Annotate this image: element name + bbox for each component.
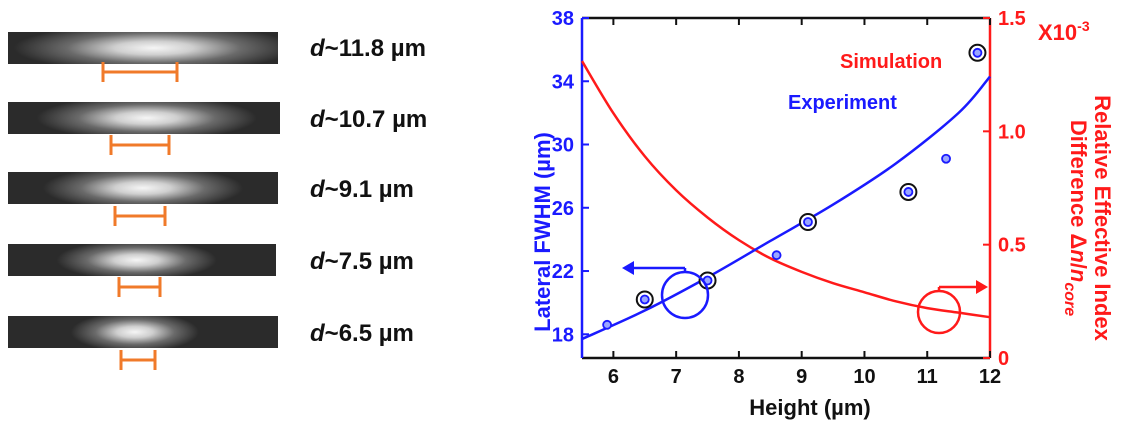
y-left-axis-label: Lateral FWHM (µm) (530, 132, 555, 332)
y-right-tick-label: 1.5 (998, 8, 1026, 30)
legend-experiment: Experiment (788, 92, 897, 114)
profile-label: d~11.8 µm (310, 35, 426, 62)
experiment-point (972, 47, 983, 58)
experiment-point (771, 250, 782, 261)
x-tick-label: 6 (608, 366, 619, 388)
y-left-tick-label: 38 (552, 8, 574, 30)
experiment-point (602, 319, 613, 330)
y-left-tick-label: 34 (552, 71, 575, 93)
mode-profile-image (8, 244, 276, 276)
x-tick-label: 8 (733, 366, 744, 388)
experiment-points (602, 43, 987, 330)
annotations (622, 261, 988, 335)
y-left-tick-label: 22 (552, 261, 574, 283)
x-tick-label: 10 (853, 366, 875, 388)
profile-label: d~6.5 µm (310, 320, 414, 347)
fwhm-bar (113, 206, 167, 226)
y-left-tick-label: 18 (552, 324, 574, 346)
y-right-axis-label-2: Difference Δn/ncore (1061, 120, 1091, 316)
y-right-tick-label: 0 (998, 348, 1009, 370)
y-right-tick-label: 1.0 (998, 121, 1026, 143)
y-left-tick-label: 26 (552, 198, 574, 220)
x-tick-label: 11 (917, 366, 938, 388)
legend-simulation: Simulation (840, 51, 942, 73)
right-axis-multiplier: X10-3 (1038, 18, 1090, 45)
experiment-point (941, 153, 951, 164)
fwhm-bars (101, 62, 179, 370)
fwhm-bar (109, 135, 171, 155)
y-left-tick-label: 30 (552, 135, 574, 157)
y-right-axis-label-1: Relative Effective Index (1090, 95, 1115, 342)
mode-profile-image (8, 102, 280, 134)
fwhm-bar (101, 62, 179, 82)
profile-label: d~9.1 µm (310, 176, 414, 203)
x-axis-label: Height (µm) (749, 395, 870, 420)
y-right-tick-label: 0.5 (998, 235, 1026, 257)
x-tick-label: 12 (979, 366, 1001, 388)
experiment-point (803, 217, 813, 227)
profile-label: d~10.7 µm (310, 106, 428, 133)
simulation-curve (580, 60, 991, 319)
fwhm-bar (119, 350, 157, 370)
x-tick-label: 9 (796, 366, 807, 388)
x-tick-label: 7 (671, 366, 682, 388)
mode-profile-image (8, 32, 278, 64)
profile-panel: d~11.8 µm d~10.7 µm d~9.1 µm d~7.5 µm d~… (0, 0, 520, 421)
fwhm-bar (117, 277, 162, 297)
mode-profile-image (8, 172, 278, 204)
axes: 6 7 8 9 10 11 12 18 22 26 30 34 38 0 0.5 1.0 1.5 (552, 8, 1026, 388)
left-axis-indicator (622, 261, 710, 320)
experiment-point (903, 187, 914, 197)
right-axis-indicator (916, 280, 988, 335)
fwhm-chart: 6 7 8 9 10 11 12 18 22 26 30 34 38 0 0.5 1.0 1.5 Simulat… (530, 8, 1115, 420)
curves (580, 60, 991, 341)
experiment-fit-curve (581, 75, 991, 341)
profile-label: d~7.5 µm (310, 248, 414, 275)
experiment-point (639, 294, 650, 305)
mode-profile-image (8, 316, 278, 348)
